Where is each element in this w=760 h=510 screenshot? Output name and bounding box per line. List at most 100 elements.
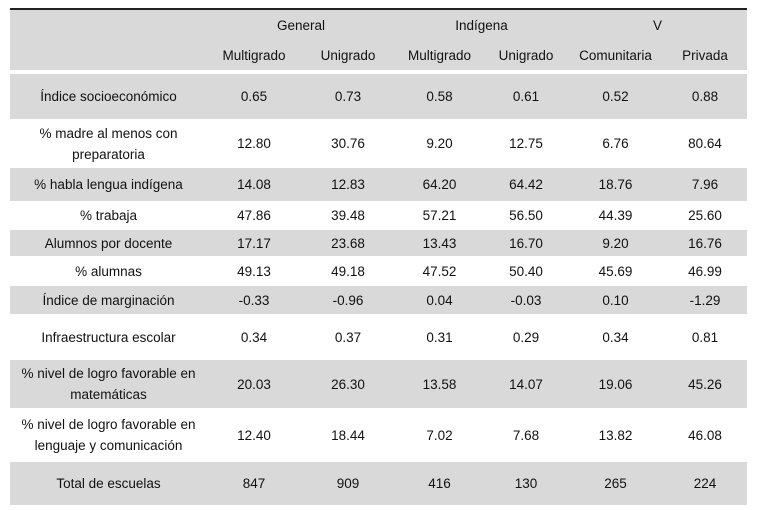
row-label: % trabaja bbox=[79, 208, 138, 223]
header-sub-row: Multigrado Unigrado Multigrado Unigrado … bbox=[10, 41, 748, 70]
table-row: Alumnos por docente 17.17 23.68 13.43 16… bbox=[10, 230, 748, 256]
data-cell: 57.21 bbox=[422, 208, 457, 223]
data-cell: 18.44 bbox=[331, 427, 365, 443]
data-cell: 0.04 bbox=[395, 286, 484, 314]
row-label: % alumnas bbox=[75, 263, 142, 279]
table-row: % nivel de logro favorable en matemática… bbox=[10, 360, 748, 408]
row-label: % nivel de logro favorable en lenguaje y… bbox=[21, 417, 196, 453]
table-row: % madre al menos con preparatoria 12.80 … bbox=[10, 119, 747, 168]
row-label: Total de escuelas bbox=[10, 462, 207, 505]
data-cell: 0.37 bbox=[334, 329, 362, 345]
data-cell: 80.64 bbox=[688, 136, 722, 151]
data-cell: 25.60 bbox=[688, 208, 722, 223]
data-cell: 0.34 bbox=[602, 329, 629, 345]
row-label: Alumnos por docente bbox=[10, 230, 207, 256]
table-row: Índice socioeconómico 0.65 0.73 0.58 0.6… bbox=[10, 74, 748, 119]
table-row: Índice de marginación -0.33 -0.96 0.04 -… bbox=[10, 286, 748, 314]
data-cell: 7.02 bbox=[426, 427, 453, 443]
data-cell: 13.82 bbox=[598, 427, 633, 443]
data-cell: -1.29 bbox=[663, 286, 748, 314]
data-cell: 16.70 bbox=[484, 230, 568, 256]
data-cell: 30.76 bbox=[331, 136, 365, 151]
header-sub-corner bbox=[10, 41, 207, 70]
subheader-cell: Comunitaria bbox=[568, 41, 663, 70]
table-row: Infraestructura escolar 0.34 0.37 0.31 0… bbox=[10, 314, 747, 360]
data-cell: 45.69 bbox=[598, 263, 633, 279]
data-cell: 16.76 bbox=[663, 230, 748, 256]
data-cell: 0.58 bbox=[395, 74, 484, 119]
table-row: % habla lengua indígena 14.08 12.83 64.2… bbox=[10, 168, 748, 201]
header-corner-cell bbox=[10, 8, 207, 41]
data-cell: 0.88 bbox=[663, 74, 748, 119]
data-cell: 847 bbox=[207, 462, 301, 505]
data-cell: 20.03 bbox=[207, 360, 301, 408]
data-cell: 13.43 bbox=[395, 230, 484, 256]
data-cell: 12.40 bbox=[237, 427, 271, 443]
header-group-row: General Indígena V bbox=[10, 8, 748, 41]
data-cell: 265 bbox=[568, 462, 663, 505]
data-cell: 46.99 bbox=[688, 263, 722, 279]
group-header-v: V bbox=[568, 8, 748, 41]
data-cell: 7.96 bbox=[663, 168, 748, 201]
data-cell: 0.29 bbox=[512, 329, 540, 345]
data-cell: 909 bbox=[301, 462, 395, 505]
school-comparison-table: General Indígena V Multigrado Unigrado M… bbox=[10, 8, 748, 505]
table-row: % alumnas 49.13 49.18 47.52 50.40 45.69 … bbox=[10, 256, 747, 286]
data-cell: 50.40 bbox=[509, 263, 543, 279]
data-cell: 64.42 bbox=[484, 168, 568, 201]
data-cell: 0.31 bbox=[426, 329, 453, 345]
row-label: Índice socioeconómico bbox=[10, 74, 207, 119]
data-cell: 7.68 bbox=[512, 427, 540, 443]
data-cell: 19.06 bbox=[568, 360, 663, 408]
data-cell: 130 bbox=[484, 462, 568, 505]
data-cell: 6.76 bbox=[602, 136, 629, 151]
data-cell: -0.03 bbox=[484, 286, 568, 314]
group-header-indigena: Indígena bbox=[395, 8, 568, 41]
row-label: % madre al menos con preparatoria bbox=[39, 125, 178, 162]
data-cell: 14.08 bbox=[207, 168, 301, 201]
data-cell: 49.13 bbox=[237, 263, 271, 279]
table-row: Total de escuelas 847 909 416 130 265 22… bbox=[10, 462, 748, 505]
data-cell: 56.50 bbox=[509, 208, 543, 223]
data-cell: 0.61 bbox=[484, 74, 568, 119]
data-cell: 44.39 bbox=[598, 208, 633, 223]
data-cell: 39.48 bbox=[331, 208, 365, 223]
results-table-container: General Indígena V Multigrado Unigrado M… bbox=[10, 8, 748, 505]
subheader-cell: Multigrado bbox=[395, 41, 484, 70]
row-label: Infraestructura escolar bbox=[41, 329, 176, 345]
data-cell: 12.83 bbox=[301, 168, 395, 201]
data-cell: 9.20 bbox=[568, 230, 663, 256]
row-label: % habla lengua indígena bbox=[10, 168, 207, 201]
group-header-general: General bbox=[207, 8, 395, 41]
data-cell: 47.86 bbox=[237, 208, 271, 223]
data-cell: 14.07 bbox=[484, 360, 568, 408]
data-cell: 47.52 bbox=[422, 263, 457, 279]
data-cell: 23.68 bbox=[301, 230, 395, 256]
data-cell: 45.26 bbox=[663, 360, 748, 408]
data-cell: 26.30 bbox=[301, 360, 395, 408]
data-cell: -0.33 bbox=[207, 286, 301, 314]
subheader-cell: Multigrado bbox=[207, 41, 301, 70]
data-cell: 12.80 bbox=[237, 136, 271, 151]
data-cell: 0.10 bbox=[568, 286, 663, 314]
data-cell: 0.81 bbox=[691, 329, 719, 345]
table-row: % trabaja 47.86 39.48 57.21 56.50 44.39 … bbox=[10, 201, 747, 230]
data-cell: 224 bbox=[663, 462, 748, 505]
data-cell: 49.18 bbox=[331, 263, 365, 279]
subheader-cell: Privada bbox=[663, 41, 748, 70]
data-cell: 17.17 bbox=[207, 230, 301, 256]
data-cell: 0.65 bbox=[207, 74, 301, 119]
data-cell: 18.76 bbox=[568, 168, 663, 201]
data-cell: 0.52 bbox=[568, 74, 663, 119]
data-cell: 13.58 bbox=[395, 360, 484, 408]
subheader-cell: Unigrado bbox=[484, 41, 568, 70]
data-cell: 416 bbox=[395, 462, 484, 505]
data-cell: 12.75 bbox=[509, 136, 543, 151]
subheader-cell: Unigrado bbox=[301, 41, 395, 70]
row-label: Índice de marginación bbox=[10, 286, 207, 314]
data-cell: 9.20 bbox=[426, 136, 453, 151]
data-cell: 0.34 bbox=[240, 329, 268, 345]
row-label: % nivel de logro favorable en matemática… bbox=[10, 360, 207, 408]
data-cell: 46.08 bbox=[688, 427, 722, 443]
data-cell: 0.73 bbox=[301, 74, 395, 119]
